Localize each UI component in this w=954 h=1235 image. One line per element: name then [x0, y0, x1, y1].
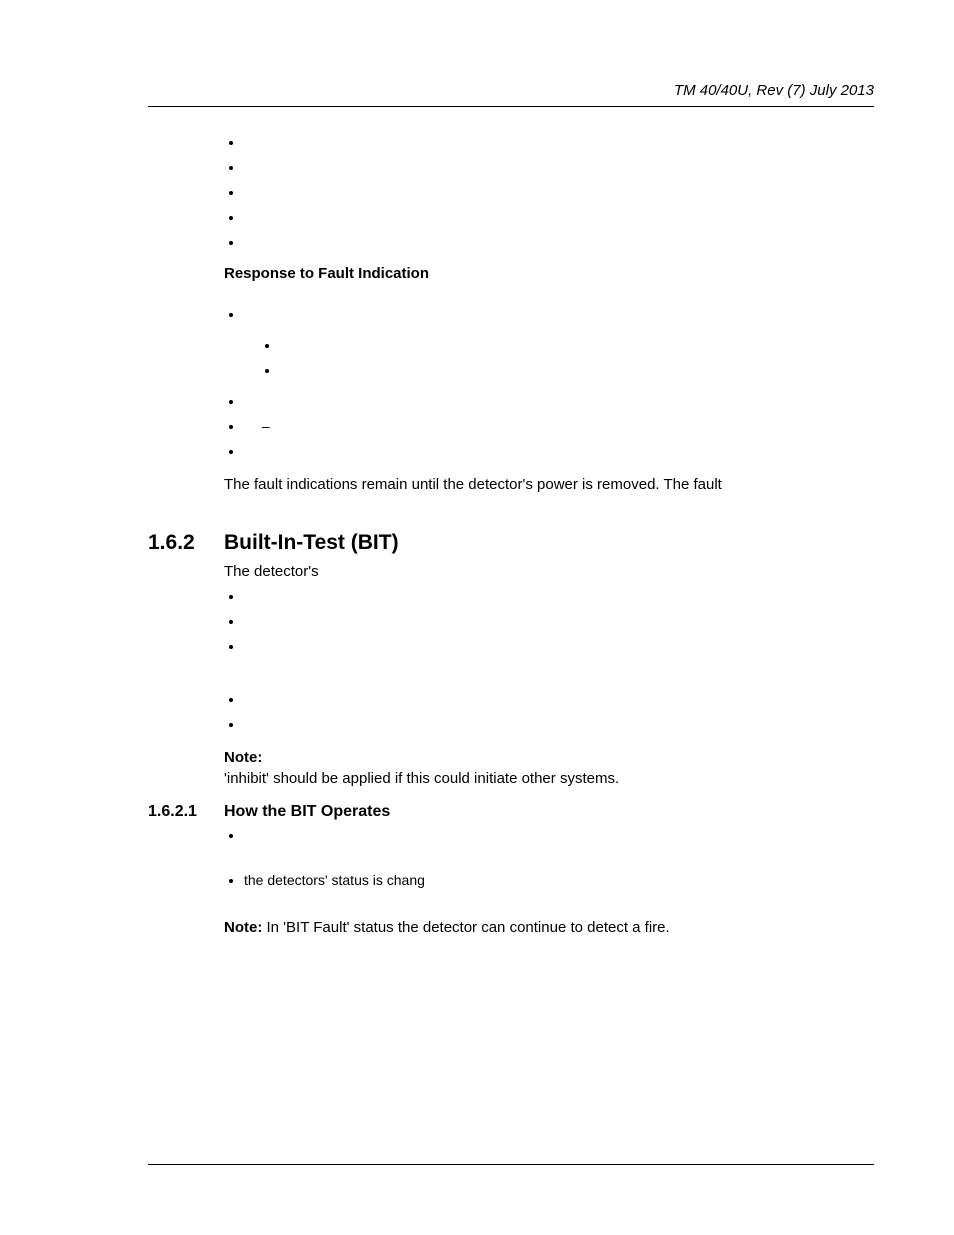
note-title: Note:	[224, 747, 874, 768]
note-body: 'inhibit' should be applied if this coul…	[224, 768, 874, 789]
page-content: Response to Fault Indication – The fault…	[148, 134, 874, 938]
list-item	[244, 134, 874, 159]
response-heading: Response to Fault Indication	[224, 265, 874, 282]
spacer	[148, 858, 874, 872]
list-item	[244, 184, 874, 209]
section-title: Built-In-Test (BIT)	[224, 531, 399, 555]
section-number: 1.6.2	[148, 531, 224, 555]
list-item	[244, 209, 874, 234]
list-item	[244, 393, 874, 418]
list-item	[244, 234, 874, 259]
section-162-list-1	[148, 588, 874, 663]
response-trailing-text: The fault indications remain until the d…	[224, 474, 874, 495]
list-item-dash: –	[244, 418, 874, 443]
list-item	[244, 306, 874, 331]
response-nested-list	[148, 337, 874, 387]
list-item	[280, 362, 874, 387]
section-162-note: Note: 'inhibit' should be applied if thi…	[224, 747, 874, 789]
list-item	[244, 716, 874, 741]
spacer	[148, 903, 874, 917]
section-1621-heading: 1.6.2.1 How the BIT Operates	[148, 803, 874, 821]
list-item	[244, 691, 874, 716]
spacer	[148, 669, 874, 691]
list-item	[244, 443, 874, 468]
list-item	[244, 159, 874, 184]
section-number: 1.6.2.1	[148, 803, 224, 821]
response-list-2: –	[148, 393, 874, 468]
page: TM 40/40U, Rev (7) July 2013 Response to…	[0, 0, 954, 1235]
section-162-heading: 1.6.2 Built-In-Test (BIT)	[148, 531, 874, 555]
section-title: How the BIT Operates	[224, 803, 390, 821]
list-item	[244, 588, 874, 613]
list-item: the detectors' status is chang	[244, 872, 874, 897]
section-1621-note: Note: In 'BIT Fault' status the detector…	[224, 917, 874, 938]
section-1621-list-2: the detectors' status is chang	[148, 872, 874, 897]
note-text: In 'BIT Fault' status the detector can c…	[262, 919, 669, 936]
list-item	[244, 613, 874, 638]
response-list	[148, 306, 874, 331]
footer-rule	[148, 1164, 874, 1165]
note-prefix: Note:	[224, 919, 262, 936]
header-rule	[148, 106, 874, 107]
list-item	[244, 827, 874, 852]
list-item	[280, 337, 874, 362]
top-bullet-list	[148, 134, 874, 259]
section-162-list-2	[148, 691, 874, 741]
section-1621-list	[148, 827, 874, 852]
header-doc-id: TM 40/40U, Rev (7) July 2013	[674, 82, 874, 99]
list-item	[244, 638, 874, 663]
section-162-intro: The detector's	[224, 561, 874, 582]
